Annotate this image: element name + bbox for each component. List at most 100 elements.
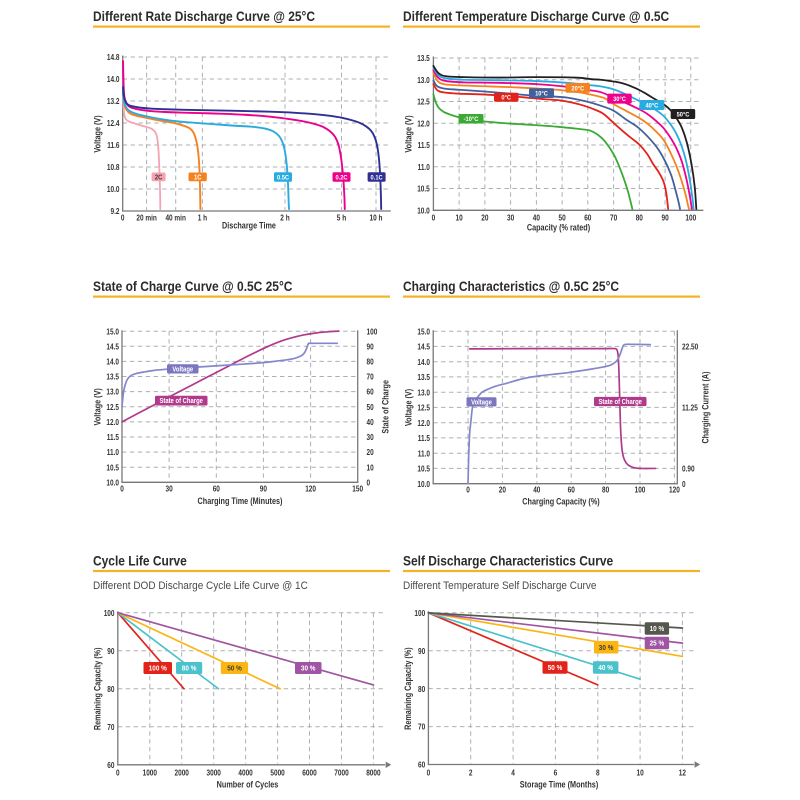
- svg-text:13.0: 13.0: [417, 75, 430, 85]
- svg-text:40 min: 40 min: [165, 213, 186, 223]
- svg-text:10.5: 10.5: [417, 464, 430, 474]
- svg-text:14.8: 14.8: [107, 52, 120, 62]
- svg-text:15.0: 15.0: [106, 326, 119, 336]
- svg-text:0: 0: [120, 484, 124, 494]
- svg-text:1 h: 1 h: [198, 213, 207, 223]
- svg-text:3000: 3000: [207, 768, 222, 778]
- svg-text:Different DOD Discharge Cycle: Different DOD Discharge Cycle Life Curve…: [93, 580, 308, 592]
- svg-text:11.5: 11.5: [107, 432, 119, 442]
- svg-text:Cycle Life Curve: Cycle Life Curve: [93, 552, 187, 568]
- svg-text:80: 80: [602, 485, 609, 495]
- svg-text:80: 80: [367, 357, 374, 367]
- svg-text:10.5: 10.5: [106, 462, 119, 472]
- svg-text:40: 40: [367, 417, 374, 427]
- svg-text:0: 0: [466, 485, 470, 495]
- svg-text:120: 120: [305, 484, 316, 494]
- svg-text:4000: 4000: [238, 768, 253, 778]
- svg-text:Voltage (V): Voltage (V): [404, 389, 414, 426]
- svg-text:20: 20: [481, 213, 488, 223]
- svg-text:0.2C: 0.2C: [335, 174, 347, 181]
- svg-text:25 %: 25 %: [650, 639, 665, 648]
- svg-text:60: 60: [584, 213, 591, 223]
- svg-text:11.0: 11.0: [418, 162, 430, 172]
- svg-text:50 %: 50 %: [227, 664, 242, 673]
- svg-text:30 %: 30 %: [301, 664, 316, 673]
- svg-text:30: 30: [367, 432, 374, 442]
- svg-text:2 h: 2 h: [280, 213, 289, 223]
- svg-text:20: 20: [367, 447, 374, 457]
- svg-text:20°C: 20°C: [571, 84, 584, 92]
- svg-text:2: 2: [469, 768, 473, 778]
- svg-text:10°C: 10°C: [535, 90, 548, 98]
- svg-text:Voltage: Voltage: [172, 366, 193, 373]
- svg-text:22.50: 22.50: [682, 342, 698, 352]
- svg-text:7000: 7000: [334, 768, 349, 778]
- svg-text:4: 4: [511, 768, 515, 778]
- svg-text:Self Discharge Characteristics: Self Discharge Characteristics Curve: [403, 552, 613, 568]
- svg-text:12.0: 12.0: [417, 118, 430, 128]
- svg-text:6000: 6000: [302, 768, 317, 778]
- svg-text:20 min: 20 min: [136, 213, 157, 223]
- svg-text:1000: 1000: [143, 768, 158, 778]
- svg-text:100: 100: [414, 608, 425, 618]
- svg-text:40°C: 40°C: [646, 101, 659, 109]
- svg-text:12.5: 12.5: [106, 402, 119, 412]
- svg-text:12.5: 12.5: [417, 403, 430, 413]
- svg-text:60: 60: [367, 387, 374, 397]
- svg-text:13.5: 13.5: [417, 372, 430, 382]
- svg-text:Capacity (% rated): Capacity (% rated): [527, 223, 590, 233]
- svg-text:90: 90: [260, 484, 267, 494]
- svg-text:8000: 8000: [366, 768, 381, 778]
- svg-text:10 h: 10 h: [370, 213, 383, 223]
- svg-text:40 %: 40 %: [598, 663, 613, 672]
- svg-text:State of Charge: State of Charge: [598, 399, 642, 406]
- svg-text:9.2: 9.2: [111, 206, 120, 216]
- svg-text:0: 0: [367, 477, 371, 487]
- svg-text:30: 30: [166, 484, 173, 494]
- svg-text:14.0: 14.0: [106, 357, 119, 367]
- svg-text:60: 60: [418, 760, 425, 770]
- svg-text:60: 60: [107, 760, 114, 770]
- svg-text:Storage Time (Months): Storage Time (Months): [520, 780, 599, 790]
- svg-text:12.0: 12.0: [417, 418, 430, 428]
- svg-text:50°C: 50°C: [677, 110, 690, 118]
- svg-text:14.5: 14.5: [417, 342, 430, 352]
- svg-text:11.5: 11.5: [418, 140, 430, 150]
- svg-text:-10°C: -10°C: [464, 115, 479, 123]
- svg-text:Voltage (V): Voltage (V): [404, 115, 414, 152]
- svg-text:0: 0: [682, 479, 686, 489]
- svg-text:Different Temperature Discharg: Different Temperature Discharge Curve @ …: [403, 8, 669, 24]
- svg-text:Different Rate Discharge Curve: Different Rate Discharge Curve @ 25°C: [93, 8, 315, 24]
- svg-text:6: 6: [554, 768, 558, 778]
- svg-text:60: 60: [568, 485, 575, 495]
- svg-text:11.0: 11.0: [418, 448, 430, 458]
- svg-text:Charging Characteristics @ 0.5: Charging Characteristics @ 0.5C 25°C: [403, 278, 619, 294]
- svg-text:13.5: 13.5: [417, 53, 430, 63]
- svg-text:10: 10: [367, 462, 374, 472]
- svg-text:Charging Time (Minutes): Charging Time (Minutes): [198, 496, 283, 506]
- svg-text:Voltage (V): Voltage (V): [93, 115, 103, 152]
- svg-text:70: 70: [418, 722, 425, 732]
- svg-text:40: 40: [533, 485, 540, 495]
- svg-text:11.0: 11.0: [107, 447, 119, 457]
- svg-text:80: 80: [418, 684, 425, 694]
- svg-text:0°C: 0°C: [501, 94, 511, 102]
- svg-text:70: 70: [367, 372, 374, 382]
- svg-text:10: 10: [637, 768, 644, 778]
- svg-text:Voltage: Voltage: [471, 399, 492, 406]
- svg-text:100: 100: [685, 213, 696, 223]
- svg-text:10.5: 10.5: [417, 184, 430, 194]
- svg-text:0: 0: [116, 768, 120, 778]
- svg-text:50: 50: [559, 213, 566, 223]
- svg-text:Number of Cycles: Number of Cycles: [217, 780, 279, 790]
- svg-text:Different Temperature Self Dis: Different Temperature Self Discharge Cur…: [403, 580, 596, 592]
- svg-text:5 h: 5 h: [337, 213, 346, 223]
- svg-text:90: 90: [367, 341, 374, 351]
- svg-text:0.5C: 0.5C: [277, 174, 289, 181]
- svg-text:13.5: 13.5: [106, 372, 119, 382]
- svg-text:State of Charge Curve @ 0.5C 2: State of Charge Curve @ 0.5C 25°C: [93, 278, 292, 294]
- svg-text:50 %: 50 %: [548, 663, 563, 672]
- svg-text:11.5: 11.5: [418, 433, 430, 443]
- svg-text:1C: 1C: [194, 174, 202, 181]
- svg-text:12: 12: [679, 768, 686, 778]
